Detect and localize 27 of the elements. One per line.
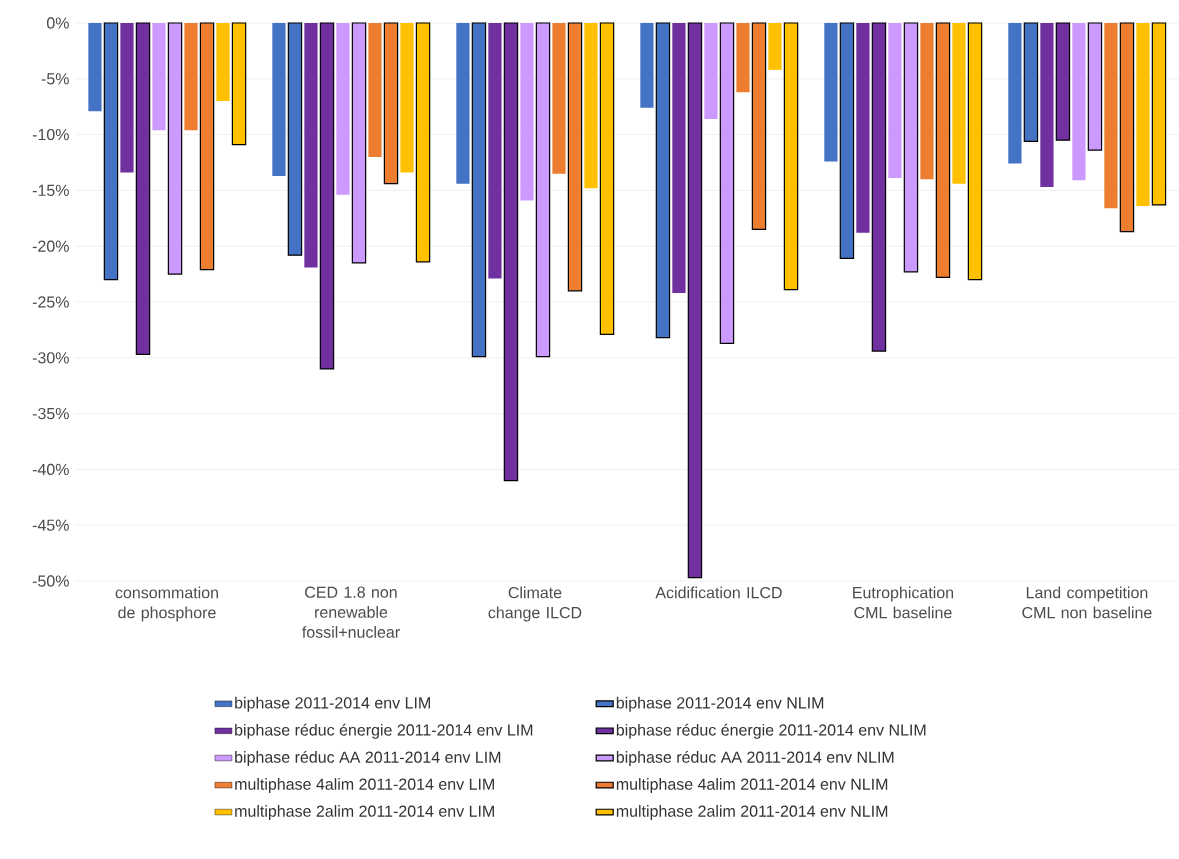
y-tick-label: -25% — [32, 296, 69, 308]
x-tick-label: Climate change ILCD — [488, 586, 582, 622]
x-tick-label: consommation de phosphore — [115, 586, 218, 622]
legend-label: biphase réduc énergie 2011-2014 env LIM — [235, 723, 533, 739]
legend-label: multiphase 4alim 2011-2014 env NLIM — [616, 778, 888, 794]
legend-label: biphase réduc énergie 2011-2014 env NLIM — [616, 723, 926, 739]
x-tick-label: Acidification ILCD — [655, 586, 782, 599]
y-tick-label: -35% — [32, 407, 69, 420]
x-tick-label: Eutrophication CML baseline — [853, 586, 954, 619]
y-tick-label: -30% — [32, 352, 69, 364]
legend-label: biphase réduc AA 2011-2014 env LIM — [235, 750, 501, 767]
x-tick-label: Land competition CML non baseline — [1022, 586, 1152, 619]
y-tick-label: -20% — [32, 240, 69, 252]
legend-label: biphase réduc AA 2011-2014 env NLIM — [616, 750, 894, 767]
legend-label: biphase 2011-2014 env LIM — [235, 696, 430, 712]
x-tick-label: CED 1.8 non renewable fossil+nuclear — [302, 586, 400, 638]
y-tick-label: -15% — [32, 184, 69, 197]
y-tick-label: -5% — [41, 73, 69, 85]
y-tick-label: -10% — [32, 128, 69, 141]
y-tick-label: -50% — [32, 575, 69, 587]
legend-label: biphase 2011-2014 env NLIM — [616, 696, 824, 712]
y-tick-label: 0% — [46, 17, 69, 29]
legend-label: multiphase 2alim 2011-2014 env LIM — [235, 805, 494, 820]
y-tick-label: -40% — [32, 463, 69, 476]
y-tick-label: -45% — [32, 519, 69, 531]
legend-label: multiphase 2alim 2011-2014 env NLIM — [616, 805, 888, 820]
legend-label: multiphase 4alim 2011-2014 env LIM — [235, 778, 494, 794]
